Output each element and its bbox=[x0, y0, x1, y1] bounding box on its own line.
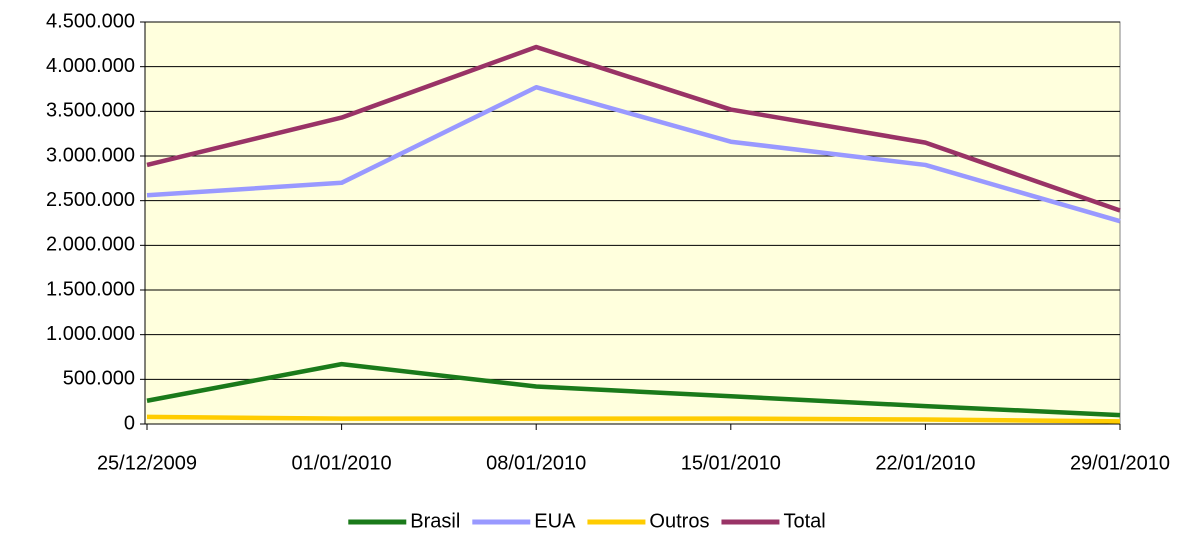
legend-label: Total bbox=[783, 510, 825, 532]
legend-label: EUA bbox=[534, 510, 576, 532]
plot-area bbox=[144, 21, 1121, 425]
y-tick-label: 4.500.000 bbox=[46, 10, 135, 32]
y-tick-label: 1.000.000 bbox=[46, 323, 135, 345]
legend-label: Brasil bbox=[410, 510, 460, 532]
x-tick-label: 08/01/2010 bbox=[486, 452, 586, 474]
x-tick-label: 15/01/2010 bbox=[681, 452, 781, 474]
x-tick-label: 22/01/2010 bbox=[875, 452, 975, 474]
y-tick-label: 3.000.000 bbox=[46, 144, 135, 166]
y-tick-label: 2.500.000 bbox=[46, 189, 135, 211]
y-tick-label: 0 bbox=[124, 412, 135, 434]
series-line bbox=[146, 361, 1121, 418]
x-tick-label: 25/12/2009 bbox=[97, 452, 197, 474]
series-line bbox=[146, 414, 1121, 424]
series-line bbox=[146, 84, 1121, 224]
y-tick-label: 500.000 bbox=[63, 368, 135, 390]
y-tick-label: 4.000.000 bbox=[46, 55, 135, 77]
series-line bbox=[146, 44, 1121, 213]
y-tick-label: 3.500.000 bbox=[46, 100, 135, 122]
x-tick-label: 29/01/2010 bbox=[1070, 452, 1170, 474]
legend-label: Outros bbox=[649, 510, 709, 532]
y-tick-label: 1.500.000 bbox=[46, 278, 135, 300]
x-tick-label: 01/01/2010 bbox=[292, 452, 392, 474]
y-tick-label: 2.000.000 bbox=[46, 234, 135, 256]
